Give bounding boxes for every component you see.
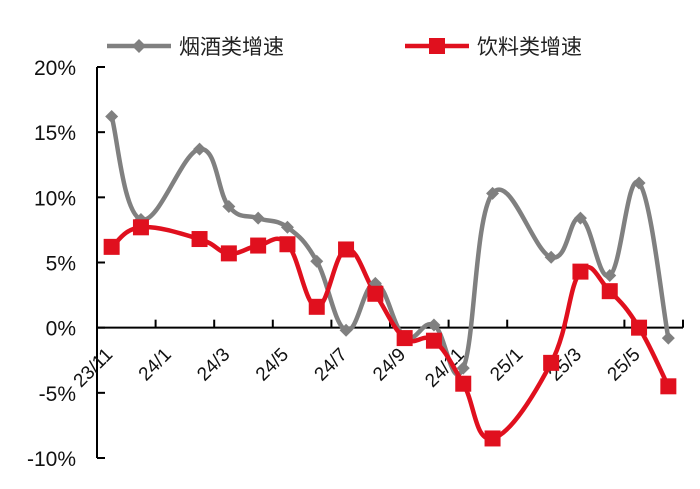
x-tick-label: 24/9 [369,344,410,385]
diamond-marker [573,211,587,225]
square-marker [601,283,618,300]
square-marker [425,332,442,349]
square-marker [220,245,237,262]
diamond-marker [603,269,617,283]
legend-label: 饮料类增速 [477,36,582,59]
markers-layer [103,110,677,447]
diamond-marker [339,323,353,337]
diamond-marker [280,220,294,234]
square-marker [660,378,677,395]
y-axis: 20% 15% 10% 5% 0% -5% -10% [27,57,105,471]
diamond-marker [310,254,324,268]
x-tick-label: 24/7 [311,344,352,385]
y-tick-label: -5% [39,383,76,406]
y-tick-label: 10% [34,187,76,210]
x-tick-label: 23/11 [70,344,117,391]
diamond-marker [632,176,646,190]
diamond-marker [222,199,236,213]
square-marker [367,285,384,302]
x-tick-label: 25/5 [604,344,645,385]
square-marker [484,430,501,447]
diamond-marker [251,211,265,225]
x-tick-label: 24/5 [252,344,293,385]
diamond-marker [544,250,558,264]
square-marker [308,298,325,315]
y-tick-label: 20% [34,57,76,80]
y-tick-label: 5% [46,253,76,276]
legend: 烟酒类增速 饮料类增速 [107,36,582,59]
square-marker [132,219,149,236]
square-marker [396,330,413,347]
y-tick-label: -10% [27,448,76,471]
diamond-marker [661,331,675,345]
square-marker [455,375,472,392]
square-marker [191,231,208,248]
square-marker [631,319,648,336]
diamond-marker [456,361,470,375]
diamond-marker [486,186,500,200]
x-tick-label: 25/1 [486,344,527,385]
square-marker [279,236,296,253]
square-marker [250,237,267,254]
series-line-1 [109,224,671,441]
y-tick-label: 0% [46,318,76,341]
x-tick-label: 24/3 [193,344,234,385]
square-marker [338,241,355,258]
diamond-marker [105,110,119,124]
square-marker [543,354,560,371]
diamond-marker [427,318,441,332]
legend-diamond-icon [132,39,146,53]
square-marker [572,263,589,280]
y-tick-label: 15% [34,122,76,145]
diamond-marker [193,142,207,156]
x-tick-label: 24/1 [135,344,176,385]
legend-label: 烟酒类增速 [179,36,284,59]
legend-square-icon [429,38,445,54]
square-marker [103,238,120,255]
x-axis: 23/11 24/1 24/3 24/5 24/7 24/9 24/11 25/1 25/3 25… [70,319,684,392]
